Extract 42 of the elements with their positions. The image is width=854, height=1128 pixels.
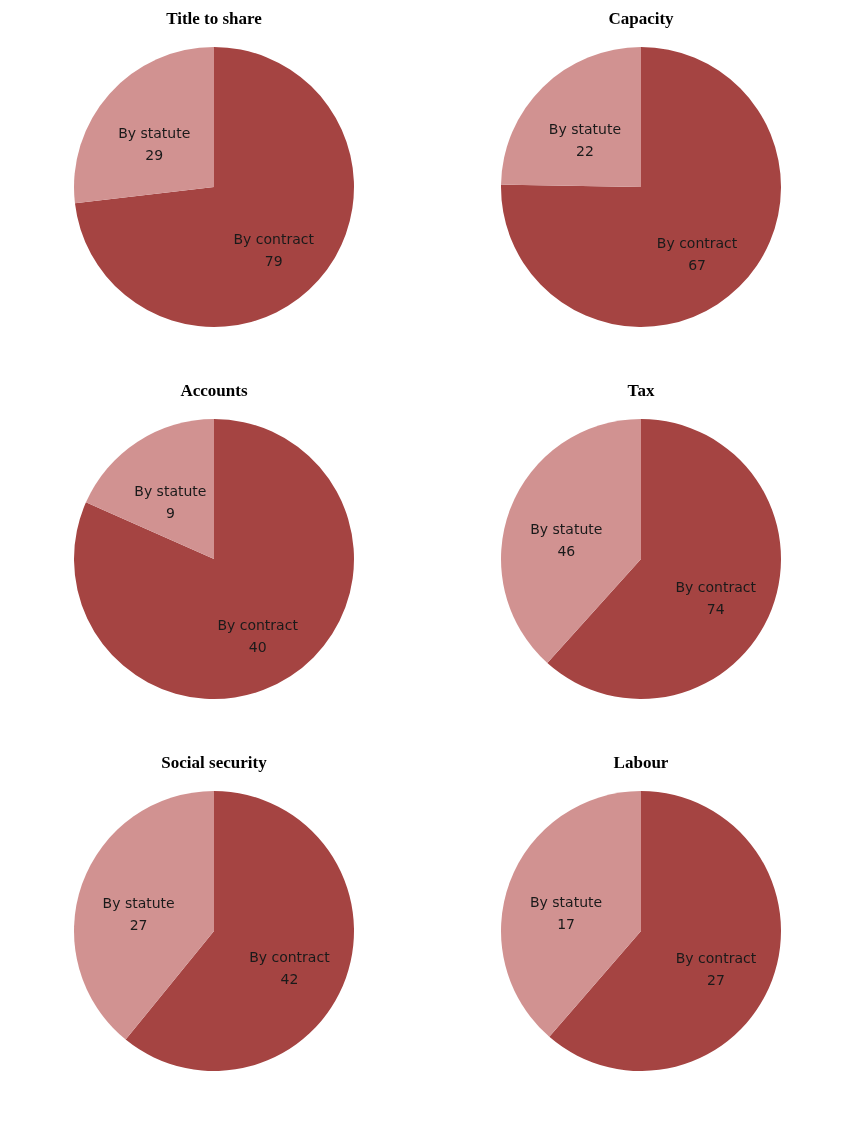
- data-label: 42: [279, 970, 298, 987]
- data-label: 22: [575, 142, 594, 159]
- data-label: 46: [556, 543, 575, 560]
- data-label: 27: [706, 971, 725, 988]
- chart-title: Capacity: [607, 9, 674, 28]
- chart-title: Title to share: [165, 9, 262, 28]
- slice-label: By contract: [248, 948, 330, 965]
- slice-label: By statute: [529, 521, 602, 538]
- pie-slice: [546, 419, 781, 699]
- slice-label: By contract: [675, 949, 757, 966]
- slice-label: By contract: [674, 578, 756, 595]
- data-label: 27: [129, 917, 148, 934]
- data-label: 17: [556, 916, 575, 933]
- pie-slice: [500, 47, 641, 187]
- pie-slice: [85, 419, 214, 559]
- slice-label: By contract: [656, 235, 738, 252]
- pie-slice: [74, 47, 354, 327]
- data-label: 79: [264, 253, 283, 270]
- data-label: 67: [687, 257, 706, 274]
- slice-label: By statute: [133, 482, 206, 499]
- chart-title: Social security: [160, 753, 267, 772]
- data-label: 29: [144, 146, 163, 163]
- slice-label: By statute: [102, 895, 175, 912]
- pie-slice: [73, 47, 214, 204]
- slice-label: By contract: [216, 617, 298, 634]
- slice-label: By statute: [529, 894, 602, 911]
- chart-title: Tax: [627, 381, 655, 400]
- data-label: 9: [165, 504, 175, 521]
- data-label: 74: [706, 600, 725, 617]
- pie-slice: [73, 419, 354, 699]
- pie-slice: [73, 791, 214, 1040]
- chart-title: Accounts: [179, 381, 248, 400]
- data-label: 40: [248, 639, 267, 656]
- slice-label: By statute: [117, 124, 190, 141]
- pie-slice: [500, 791, 641, 1037]
- slice-label: By contract: [233, 231, 315, 248]
- pie-slice: [500, 419, 641, 664]
- pie-slice: [500, 47, 781, 327]
- pie-slice: [548, 791, 781, 1071]
- slice-label: By statute: [548, 120, 621, 137]
- chart-title: Labour: [613, 753, 669, 772]
- pie-slice: [125, 791, 354, 1071]
